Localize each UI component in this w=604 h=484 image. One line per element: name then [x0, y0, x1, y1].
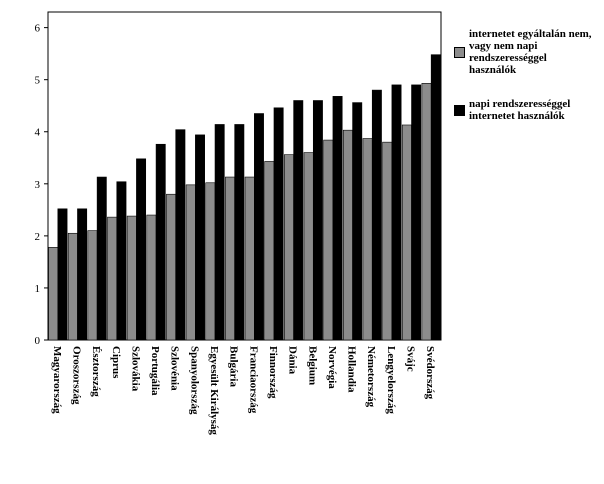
- bar: [234, 124, 245, 341]
- bar: [155, 143, 166, 341]
- bar: [342, 129, 353, 341]
- x-tick-label: Németország: [365, 346, 377, 408]
- x-tick-label: Ciprus: [110, 346, 122, 379]
- bar: [67, 232, 78, 341]
- bar: [244, 176, 255, 341]
- bar: [214, 124, 225, 341]
- bar: [185, 184, 196, 341]
- bar: [87, 230, 98, 341]
- bar: [430, 54, 441, 341]
- x-tick-label: Észtország: [90, 346, 102, 397]
- bar: [332, 96, 343, 341]
- x-tick-label: Portugália: [149, 346, 161, 396]
- x-tick-label: Franciaország: [247, 346, 259, 414]
- x-tick-label: Norvégia: [326, 346, 338, 389]
- x-tick-label: Egyesült Királyság: [208, 346, 220, 435]
- bar: [126, 215, 137, 341]
- x-tick-label: Magyarország: [51, 346, 63, 414]
- y-tick-label: 4: [35, 127, 41, 139]
- bar: [166, 193, 177, 341]
- bar: [382, 141, 393, 341]
- bar: [421, 83, 432, 341]
- legend-label: internetet egyáltalán nem, vagy nem napi…: [469, 28, 592, 76]
- bar: [116, 181, 127, 341]
- x-tick-label: Bulgária: [228, 346, 240, 387]
- bar: [264, 161, 275, 341]
- bar: [57, 208, 68, 341]
- y-tick-label: 5: [35, 75, 41, 87]
- legend-swatch: [454, 46, 465, 58]
- bar: [293, 100, 304, 341]
- legend-item: internetet egyáltalán nem, vagy nem napi…: [454, 28, 599, 76]
- x-tick-label: Dánia: [287, 346, 299, 375]
- bar: [312, 100, 323, 341]
- bar: [411, 84, 422, 341]
- bar: [284, 154, 294, 341]
- bar: [401, 124, 412, 341]
- x-tick-label: Finnország: [267, 346, 279, 399]
- y-tick-label: 0: [35, 335, 41, 347]
- y-tick-label: 1: [35, 283, 41, 295]
- x-tick-label: Spanyolország: [188, 346, 200, 415]
- x-tick-label: Szlovénia: [169, 346, 181, 391]
- legend-swatch: [454, 104, 465, 116]
- bar: [225, 176, 235, 341]
- x-tick-label: Hollandia: [346, 346, 358, 393]
- legend-item: napi rendszerességgel internetet használ…: [454, 98, 599, 122]
- x-tick-label: Svédország: [424, 346, 436, 400]
- bar: [146, 214, 157, 341]
- bar: [391, 84, 402, 341]
- y-tick-label: 6: [35, 23, 41, 35]
- plot-frame: [47, 11, 442, 341]
- x-tick-label: Szlovákia: [129, 346, 141, 392]
- x-tick-label: Belgium: [306, 346, 318, 385]
- bar: [136, 158, 147, 341]
- bar: [77, 208, 88, 341]
- bar: [254, 113, 264, 341]
- bar: [96, 176, 107, 341]
- bar: [195, 134, 205, 341]
- bar: [371, 89, 382, 341]
- bar: [323, 139, 334, 341]
- bar: [205, 182, 216, 341]
- y-tick-label: 3: [35, 179, 41, 191]
- x-tick-label: Lengyelország: [385, 346, 397, 414]
- bar: [303, 152, 314, 341]
- bar: [175, 129, 186, 341]
- legend-label: napi rendszerességgel internetet használ…: [469, 98, 571, 122]
- y-tick-label: 2: [35, 231, 41, 243]
- x-tick-label: Svájc: [405, 346, 417, 372]
- bar: [352, 102, 363, 341]
- bar: [107, 216, 118, 341]
- bar: [48, 247, 59, 341]
- bar: [362, 138, 373, 341]
- bar: [273, 107, 284, 341]
- x-tick-label: Oroszország: [70, 346, 82, 405]
